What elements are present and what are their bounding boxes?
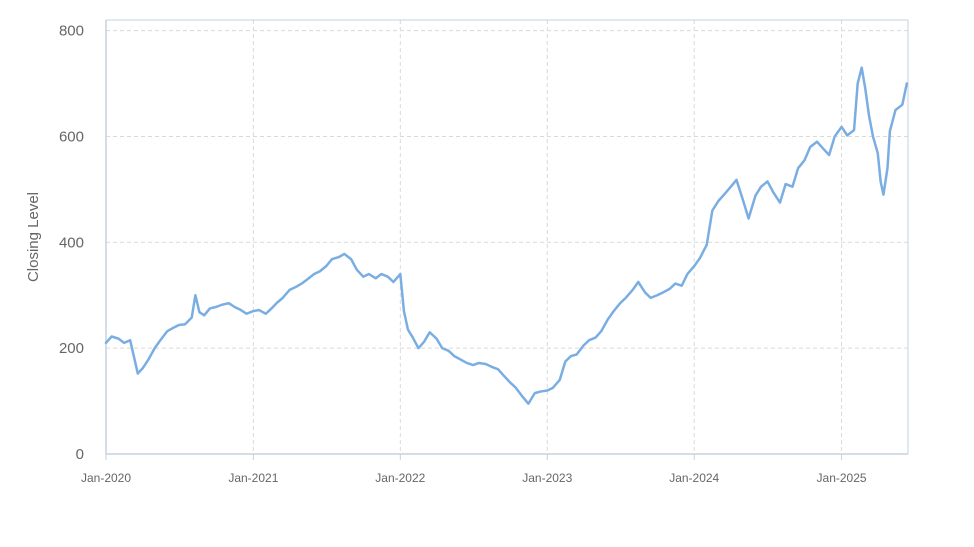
x-tick-label: Jan-2022 xyxy=(375,471,425,485)
y-tick-label: 800 xyxy=(59,23,84,40)
x-tick-label: Jan-2023 xyxy=(522,471,572,485)
y-axis-label: Closing Level xyxy=(25,192,42,282)
x-axis-ticks: Jan-2020 Jan-2021 Jan-2022 Jan-2023 Jan-2024… xyxy=(81,454,867,485)
grid-layer xyxy=(106,20,908,454)
y-axis-ticks: 0 200 400 600 800 xyxy=(59,23,84,463)
x-tick-label: Jan-2024 xyxy=(669,471,719,485)
x-tick-label: Jan-2020 xyxy=(81,471,131,485)
series-line xyxy=(104,66,909,405)
series-layer xyxy=(104,66,909,405)
y-tick-label: 400 xyxy=(59,234,84,251)
y-tick-label: 0 xyxy=(76,446,84,463)
x-tick-label: Jan-2025 xyxy=(817,471,867,485)
x-tick-label: Jan-2021 xyxy=(228,471,278,485)
y-tick-label: 600 xyxy=(59,128,84,145)
plot-frame xyxy=(105,19,909,455)
y-tick-label: 200 xyxy=(59,340,84,357)
